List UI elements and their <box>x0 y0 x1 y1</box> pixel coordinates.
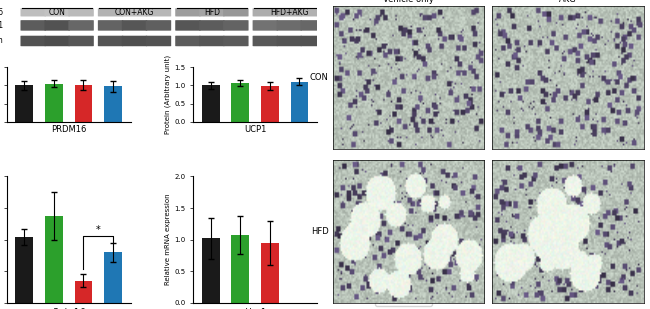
Title: Vehicle only: Vehicle only <box>383 0 434 4</box>
FancyBboxPatch shape <box>223 8 248 16</box>
X-axis label: $\it{Ucp1}$: $\it{Ucp1}$ <box>244 306 266 309</box>
FancyBboxPatch shape <box>122 36 148 46</box>
FancyBboxPatch shape <box>21 20 46 31</box>
FancyBboxPatch shape <box>276 20 302 31</box>
FancyBboxPatch shape <box>199 8 225 16</box>
Bar <box>75 281 92 303</box>
FancyBboxPatch shape <box>176 20 201 31</box>
FancyBboxPatch shape <box>199 36 225 46</box>
Text: CON: CON <box>49 7 66 17</box>
Bar <box>202 238 220 303</box>
Text: UCP1: UCP1 <box>0 21 3 30</box>
Bar <box>104 252 122 303</box>
Bar <box>231 83 249 122</box>
Bar <box>261 243 279 303</box>
FancyBboxPatch shape <box>276 8 302 16</box>
FancyBboxPatch shape <box>253 20 278 31</box>
FancyBboxPatch shape <box>122 20 148 31</box>
FancyBboxPatch shape <box>253 8 278 16</box>
FancyBboxPatch shape <box>21 36 46 46</box>
Bar <box>202 85 220 122</box>
FancyBboxPatch shape <box>300 8 326 16</box>
Bar <box>231 235 249 303</box>
Text: *: * <box>96 225 101 235</box>
FancyBboxPatch shape <box>44 8 70 16</box>
FancyBboxPatch shape <box>98 36 124 46</box>
Text: CON+AKG: CON+AKG <box>115 7 154 17</box>
Text: β-tubulin: β-tubulin <box>0 36 3 45</box>
Title: AKG: AKG <box>559 0 577 4</box>
FancyBboxPatch shape <box>146 36 171 46</box>
X-axis label: PRDM16: PRDM16 <box>51 125 86 134</box>
FancyBboxPatch shape <box>223 36 248 46</box>
Bar <box>45 216 63 303</box>
Y-axis label: HFD: HFD <box>311 227 329 236</box>
FancyBboxPatch shape <box>300 20 326 31</box>
Bar <box>261 86 279 122</box>
FancyBboxPatch shape <box>253 36 278 46</box>
Y-axis label: CON: CON <box>310 73 329 82</box>
Y-axis label: Protein (Arbitrary unit): Protein (Arbitrary unit) <box>164 55 171 134</box>
Bar <box>16 85 33 122</box>
Bar <box>45 83 63 122</box>
FancyBboxPatch shape <box>98 20 124 31</box>
Bar <box>104 87 122 122</box>
FancyBboxPatch shape <box>44 20 70 31</box>
Y-axis label: Relative mRNA expression: Relative mRNA expression <box>165 194 171 286</box>
FancyBboxPatch shape <box>122 8 148 16</box>
FancyBboxPatch shape <box>223 20 248 31</box>
FancyBboxPatch shape <box>176 36 201 46</box>
Bar <box>75 85 92 122</box>
FancyBboxPatch shape <box>276 36 302 46</box>
Bar <box>16 237 33 303</box>
Text: HFD+AKG: HFD+AKG <box>270 7 309 17</box>
FancyBboxPatch shape <box>44 36 70 46</box>
Text: PRDM16: PRDM16 <box>0 8 3 17</box>
Bar <box>291 82 308 122</box>
FancyBboxPatch shape <box>21 8 46 16</box>
X-axis label: $\it{Prdm16}$: $\it{Prdm16}$ <box>51 306 86 309</box>
FancyBboxPatch shape <box>146 20 171 31</box>
FancyBboxPatch shape <box>300 36 326 46</box>
FancyBboxPatch shape <box>68 36 94 46</box>
Text: HFD: HFD <box>204 7 220 17</box>
FancyBboxPatch shape <box>146 8 171 16</box>
FancyBboxPatch shape <box>68 20 94 31</box>
Legend: CON, CON+AKG, HFD, HFD+AKG: CON, CON+AKG, HFD, HFD+AKG <box>375 267 432 306</box>
FancyBboxPatch shape <box>176 8 201 16</box>
FancyBboxPatch shape <box>199 20 225 31</box>
FancyBboxPatch shape <box>68 8 94 16</box>
X-axis label: UCP1: UCP1 <box>244 125 266 134</box>
FancyBboxPatch shape <box>98 8 124 16</box>
